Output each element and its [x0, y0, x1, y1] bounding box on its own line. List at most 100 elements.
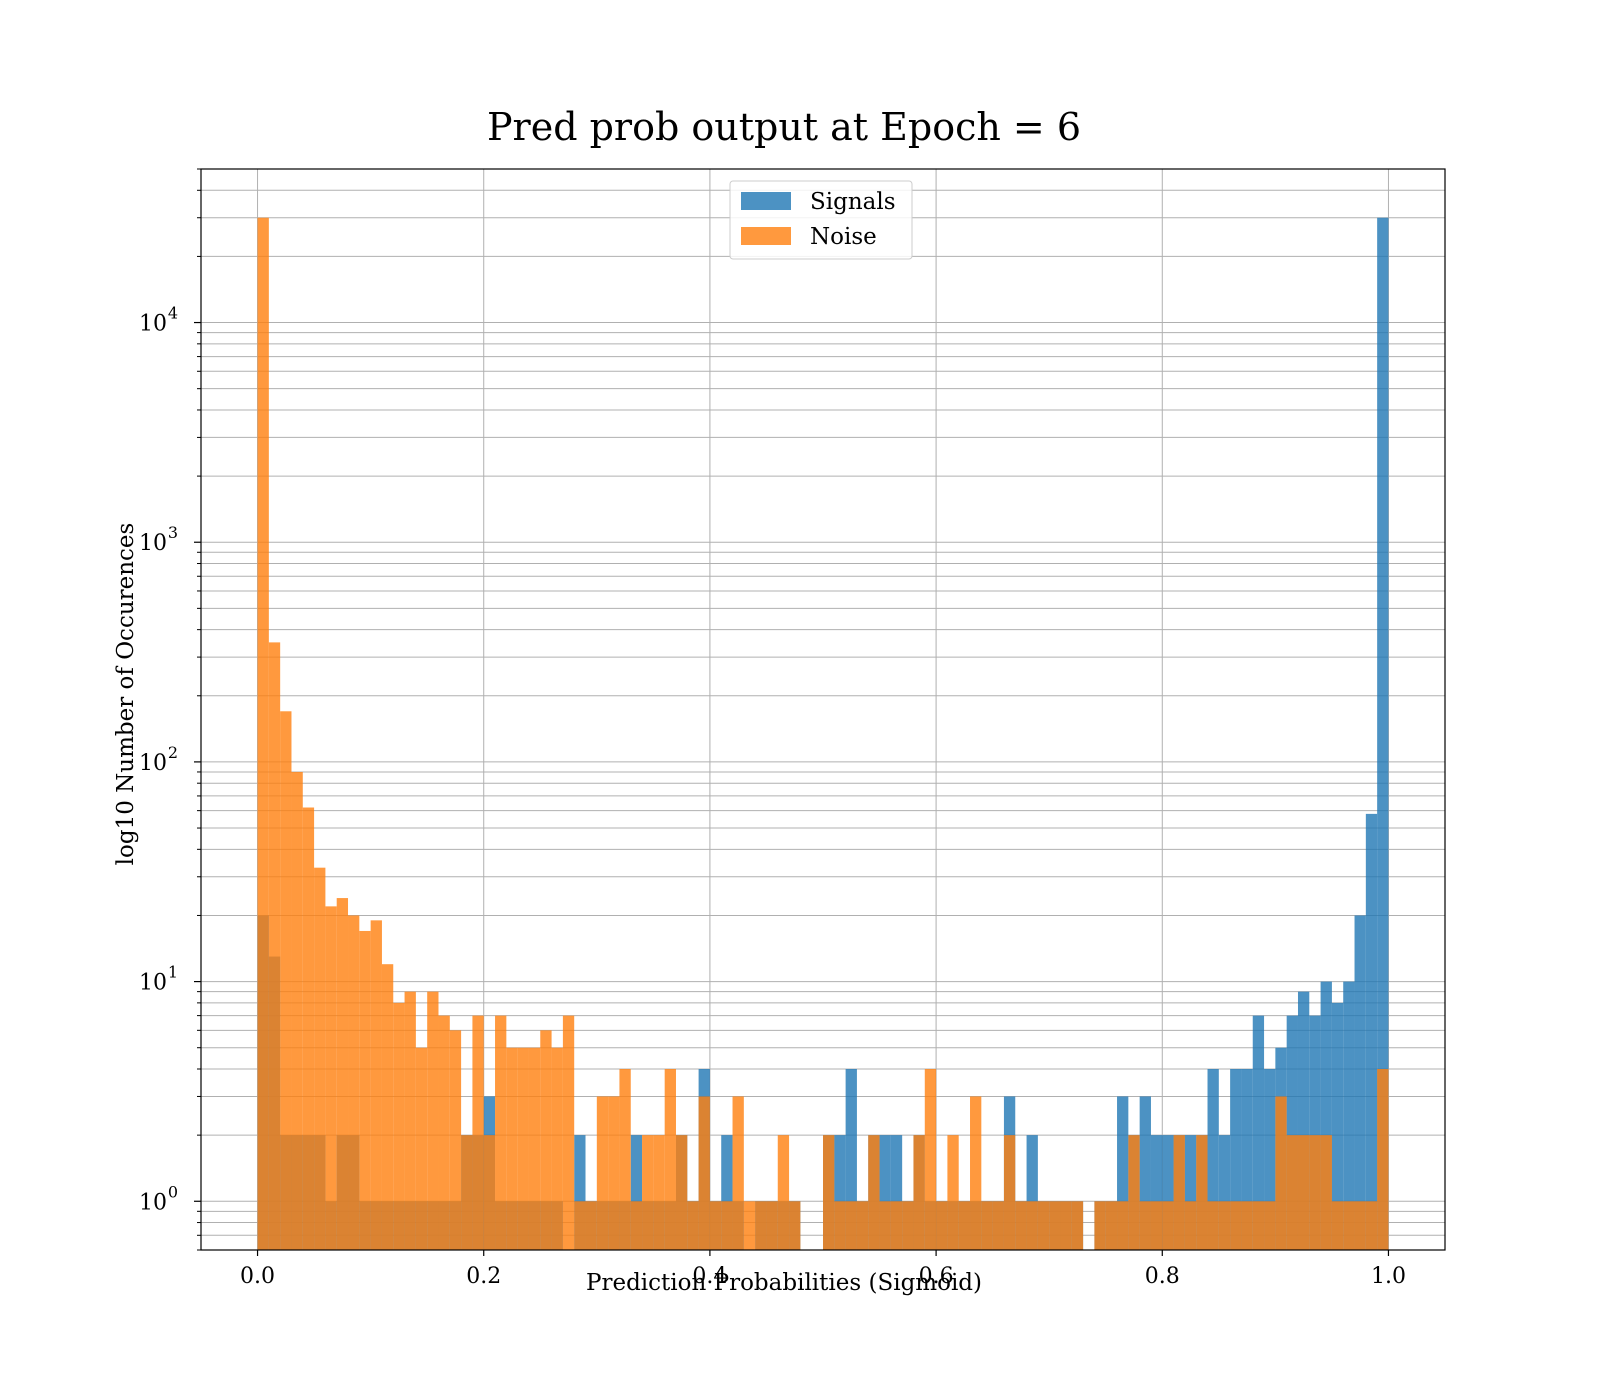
noise-bar: [1037, 1201, 1050, 1250]
noise-bar: [1286, 1135, 1298, 1250]
y-tick-exponent: 2: [168, 743, 178, 762]
noise-bar: [1071, 1201, 1084, 1250]
noise-bar: [1309, 1135, 1321, 1250]
noise-bar: [1365, 1201, 1378, 1250]
noise-bar: [314, 867, 326, 1250]
noise-bar: [517, 1047, 529, 1250]
noise-bar: [495, 1015, 507, 1250]
noise-bar: [483, 1135, 496, 1250]
noise-bar: [936, 1201, 948, 1250]
noise-bar: [1377, 1069, 1389, 1250]
noise-bar: [427, 991, 439, 1250]
noise-bar: [789, 1201, 801, 1250]
y-tick-label: 10: [139, 531, 167, 556]
noise-bar: [370, 920, 382, 1250]
x-tick-label: 0.8: [1145, 1264, 1180, 1289]
noise-bar: [291, 771, 303, 1250]
signals-bar: [1377, 217, 1389, 1251]
noise-bar: [1049, 1201, 1061, 1250]
y-tick-label: 10: [139, 971, 167, 996]
noise-bar: [709, 1201, 722, 1250]
noise-bar: [574, 1201, 586, 1250]
signals-bar: [1139, 1096, 1151, 1250]
noise-bar: [562, 1015, 575, 1250]
noise-bar: [890, 1201, 903, 1250]
y-axis-label: log10 Number of Occurences: [113, 523, 139, 866]
noise-bar: [1173, 1135, 1185, 1250]
noise-bar: [540, 1030, 552, 1250]
x-tick-label: 0.2: [466, 1264, 501, 1289]
noise-bar: [913, 1135, 925, 1250]
signals-bar: [1117, 1096, 1129, 1250]
y-tick-label: 10: [139, 751, 167, 776]
noise-bar: [732, 1096, 744, 1250]
signals-bar: [1320, 981, 1332, 1250]
bars-layer: [257, 217, 1389, 1251]
noise-bar: [268, 642, 281, 1250]
noise-bar: [755, 1201, 767, 1250]
noise-bar: [348, 915, 360, 1250]
y-tick-exponent: 4: [168, 304, 178, 323]
noise-bar: [1196, 1135, 1208, 1250]
x-axis-label: Prediction Probabilities (Sigmoid): [586, 1270, 982, 1296]
noise-bar: [1015, 1201, 1027, 1250]
signals-bar: [1252, 1015, 1265, 1250]
signals-bar: [1026, 1135, 1038, 1250]
y-tick-label: 10: [139, 312, 167, 337]
noise-bar: [280, 711, 292, 1250]
signals-bar: [1286, 1015, 1298, 1250]
noise-bar: [1003, 1135, 1016, 1250]
signals-bar: [834, 1135, 846, 1250]
noise-bar: [1117, 1201, 1129, 1250]
signals-bar: [1218, 1135, 1231, 1250]
noise-bar: [834, 1201, 846, 1250]
noise-bar: [823, 1135, 835, 1250]
noise-bar: [359, 930, 371, 1250]
noise-bar: [528, 1047, 541, 1250]
noise-bar: [619, 1069, 631, 1250]
legend: Signals Noise: [729, 180, 913, 260]
noise-bar: [596, 1096, 609, 1250]
chart-title: Pred prob output at Epoch = 6: [487, 105, 1081, 149]
signals-bar: [845, 1069, 857, 1250]
noise-bar: [630, 1201, 643, 1250]
noise-bar: [981, 1201, 993, 1250]
noise-bar: [381, 964, 394, 1250]
noise-bar: [1331, 1201, 1344, 1250]
x-tick-label: 0.6: [919, 1264, 954, 1289]
noise-bar: [675, 1135, 688, 1250]
noise-bar: [472, 1015, 484, 1250]
signals-bar: [630, 1135, 643, 1250]
noise-bar: [1184, 1201, 1197, 1250]
noise-bar: [1354, 1201, 1366, 1250]
noise-bar: [1150, 1201, 1163, 1250]
noise-bar: [868, 1135, 880, 1250]
signals-bar: [1331, 1002, 1344, 1250]
y-tick-exponent: 1: [168, 963, 178, 982]
noise-bar: [698, 1096, 710, 1250]
noise-bar: [1218, 1201, 1231, 1250]
noise-bar: [1207, 1201, 1219, 1250]
noise-bar: [449, 1030, 462, 1250]
signals-bar: [1297, 991, 1310, 1250]
signals-bar: [1207, 1069, 1219, 1250]
noise-bar: [325, 906, 337, 1250]
noise-bar: [970, 1096, 982, 1250]
noise-bar: [608, 1096, 620, 1250]
signals-bar: [1230, 1069, 1242, 1250]
plot-frame: [200, 168, 1446, 1251]
noise-bar: [302, 807, 315, 1250]
noise-bar: [415, 1047, 428, 1250]
signals-bar: [1343, 981, 1355, 1250]
noise-bar: [1297, 1135, 1310, 1250]
noise-bar: [947, 1135, 959, 1250]
noise-bar: [1026, 1201, 1038, 1250]
signals-bar: [1354, 915, 1366, 1250]
noise-bar: [461, 1135, 473, 1250]
signals-bar: [879, 1135, 891, 1250]
noise-bar: [992, 1201, 1004, 1250]
noise-bar: [743, 1201, 756, 1250]
noise-bar: [1094, 1201, 1106, 1250]
